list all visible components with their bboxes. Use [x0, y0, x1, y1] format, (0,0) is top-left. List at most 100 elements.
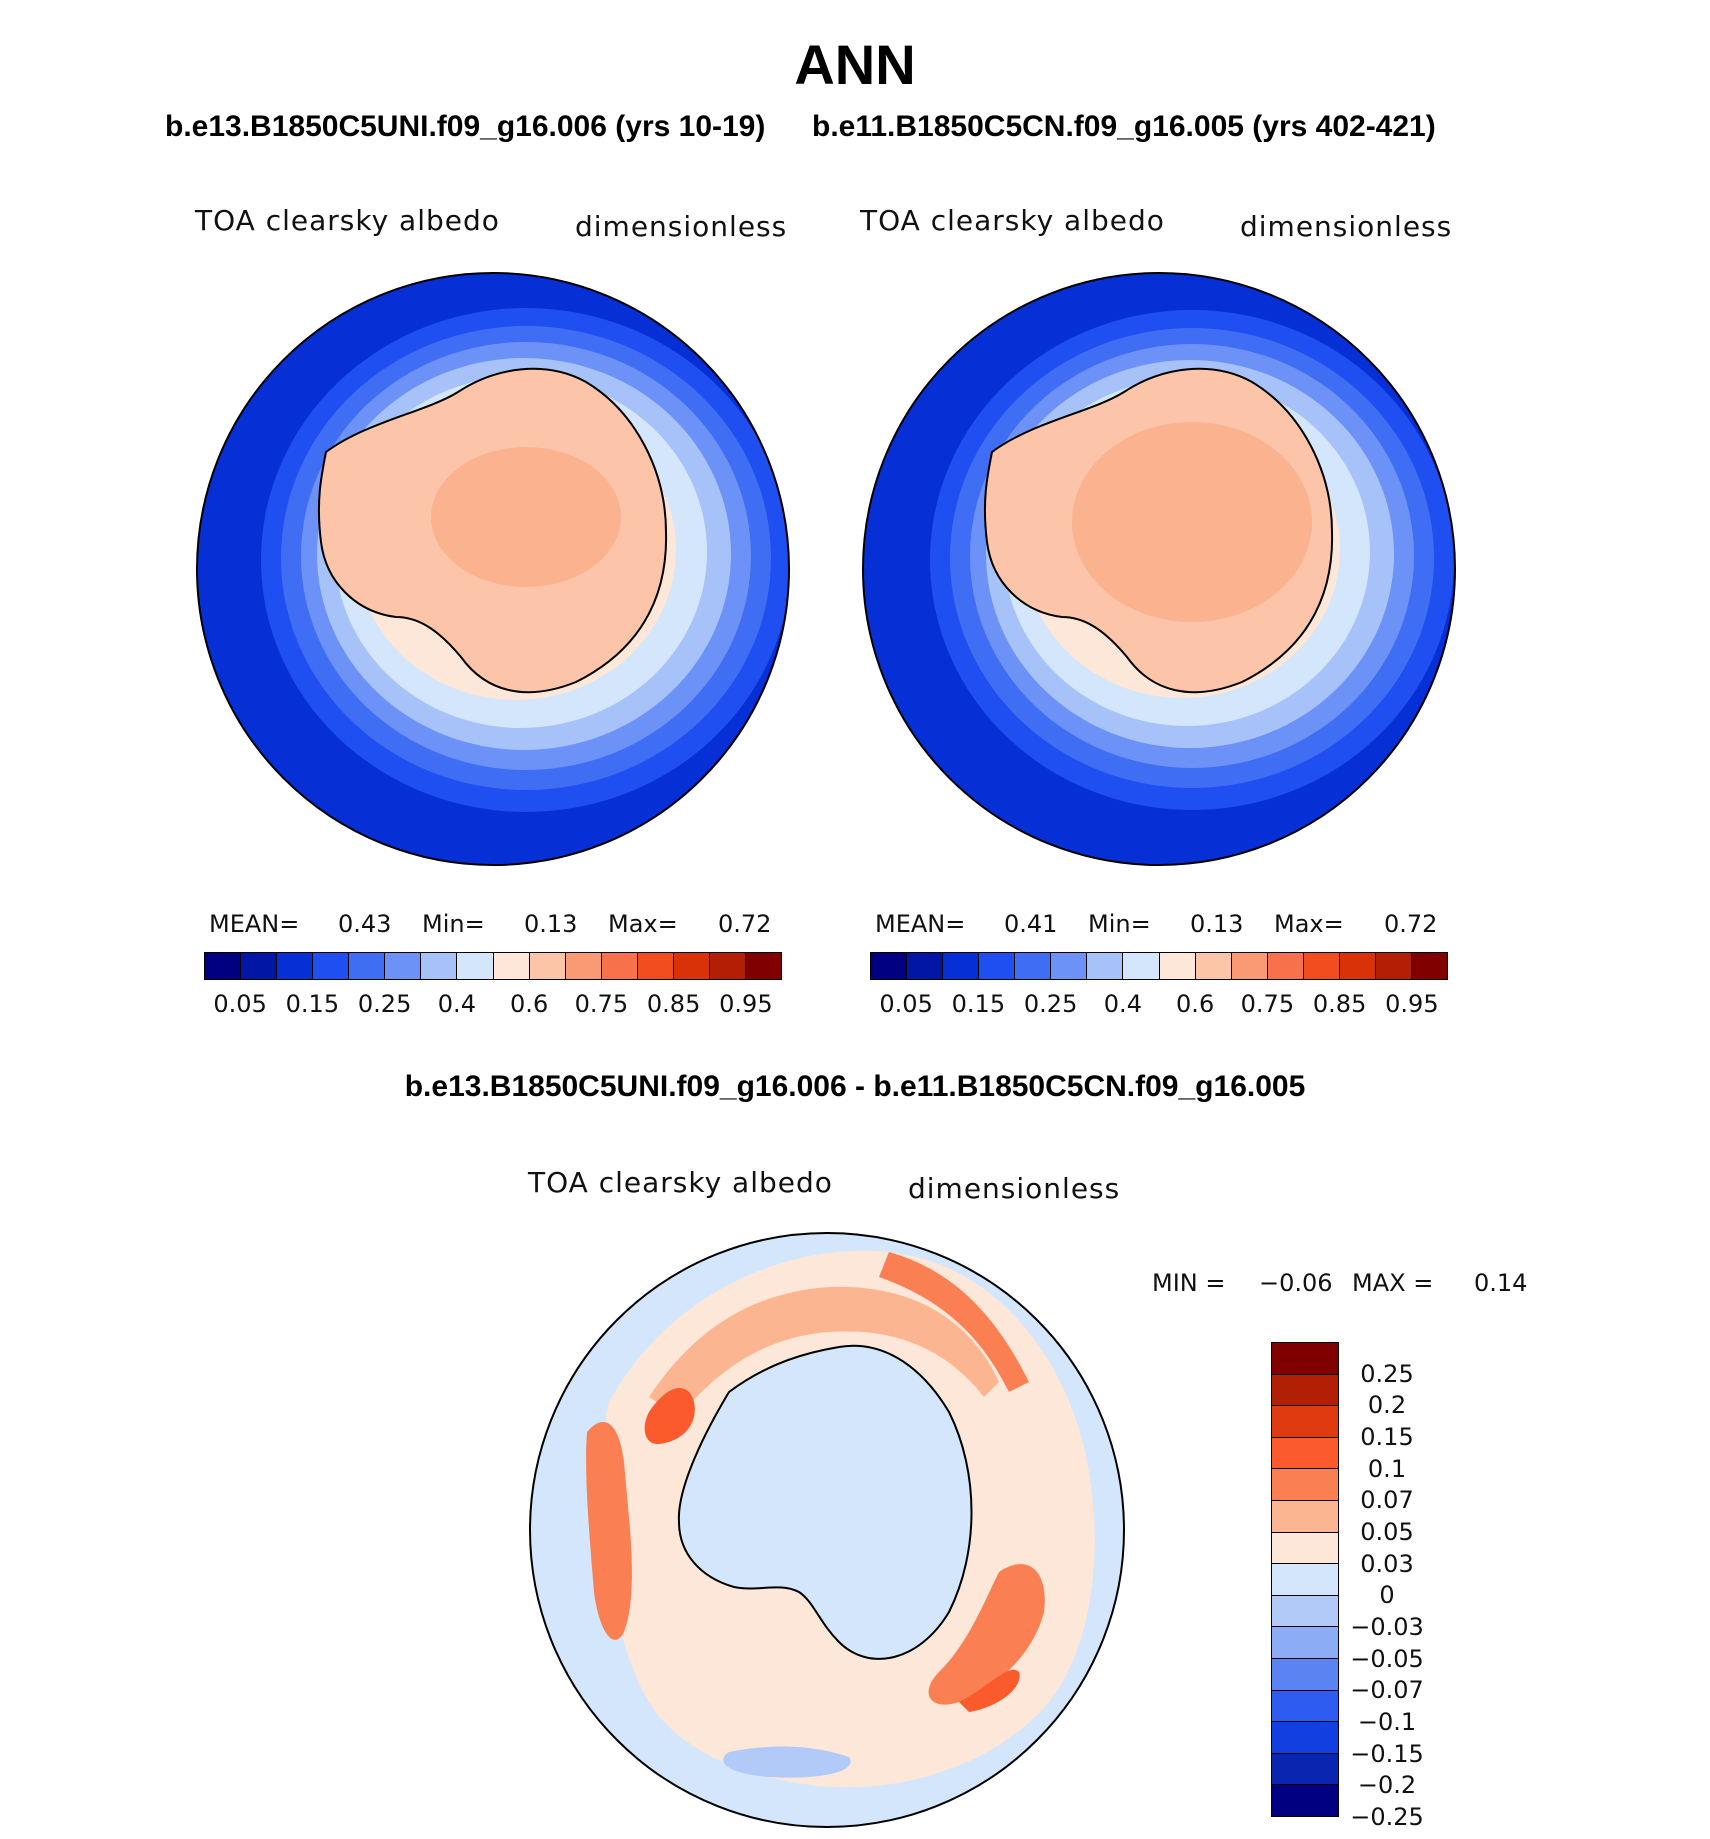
colorbar-tick-label: 0.85 — [646, 990, 701, 1018]
colorbar-swatch — [1339, 953, 1376, 979]
colorbar-swatch — [1087, 953, 1124, 979]
colorbar-tick-label: 0.07 — [1360, 1486, 1414, 1515]
colorbar-swatch — [673, 953, 710, 979]
colorbar-tick-label: 0.05 — [879, 990, 933, 1018]
colorbar-swatch — [1231, 953, 1268, 979]
colorbar-swatch — [277, 953, 314, 979]
colorbar-tick-label: 0.05 — [1360, 1518, 1414, 1546]
colorbar-tick-label: 0.25 — [1360, 1359, 1414, 1388]
colorbar-tick-label: 0 — [1379, 1581, 1395, 1610]
colorbar-swatch — [1267, 953, 1304, 979]
colorbar-tick-label: 0.05 — [213, 990, 267, 1018]
colorbar-swatch — [1272, 1785, 1338, 1816]
colorbar-swatch — [1272, 1627, 1338, 1659]
colorbar-swatch — [1272, 1532, 1338, 1565]
colorbar-tick-label: 0.75 — [1240, 990, 1295, 1018]
colorbar-swatch — [241, 953, 278, 979]
diff-max-value: 0.14 — [1474, 1269, 1528, 1297]
colorbar-tick-label: 0.6 — [510, 990, 549, 1018]
left-mean-label: MEAN= — [209, 910, 300, 938]
colorbar-swatch — [979, 953, 1016, 979]
colorbar-tick-label: 0.95 — [719, 990, 773, 1018]
colorbar-tick-label: −0.2 — [1357, 1771, 1417, 1800]
right-albedo-map — [862, 272, 1456, 866]
right-variable-label: TOA clearsky albedo — [860, 204, 1165, 237]
diff-min-label: MIN = — [1152, 1269, 1226, 1297]
colorbar-tick-label: 0.4 — [1103, 990, 1142, 1018]
colorbar-swatch — [943, 953, 980, 979]
left-min-value: 0.13 — [524, 910, 578, 938]
right-max-value: 0.72 — [1384, 910, 1438, 938]
colorbar-tick-label: 0.4 — [437, 990, 476, 1018]
colorbar-tick-label: −0.07 — [1350, 1676, 1424, 1705]
colorbar-tick-label: −0.25 — [1350, 1803, 1424, 1831]
colorbar-swatch — [1015, 953, 1052, 979]
colorbar-tick-label: −0.05 — [1350, 1644, 1424, 1673]
left-max-label: Max= — [608, 910, 678, 938]
difference-colorbar — [1271, 1342, 1339, 1817]
colorbar-swatch — [1272, 1690, 1338, 1723]
colorbar-swatch — [1123, 953, 1160, 979]
colorbar-swatch — [1272, 1500, 1338, 1533]
colorbar-tick-label: 0.15 — [285, 990, 340, 1018]
colorbar-swatch — [1272, 1564, 1338, 1596]
left-max-value: 0.72 — [718, 910, 772, 938]
right-colorbar — [870, 952, 1448, 980]
right-min-label: Min= — [1088, 910, 1151, 938]
colorbar-tick-label: 0.03 — [1360, 1549, 1414, 1578]
diff-variable-label: TOA clearsky albedo — [528, 1166, 833, 1199]
colorbar-swatch — [457, 953, 494, 979]
colorbar-swatch — [1272, 1658, 1338, 1691]
colorbar-swatch — [1272, 1595, 1338, 1628]
colorbar-tick-label: 0.15 — [951, 990, 1006, 1018]
difference-title: b.e13.B1850C5UNI.f09_g16.006 - b.e11.B18… — [404, 1070, 1306, 1103]
colorbar-swatch — [871, 953, 908, 979]
right-mean-label: MEAN= — [875, 910, 966, 938]
colorbar-tick-label: −0.03 — [1350, 1613, 1424, 1641]
colorbar-tick-label: 0.2 — [1367, 1391, 1407, 1420]
left-case-title: b.e13.B1850C5UNI.f09_g16.006 (yrs 10-19) — [165, 110, 766, 143]
colorbar-swatch — [1051, 953, 1088, 979]
colorbar-swatch — [493, 953, 530, 979]
colorbar-tick-label: 0.15 — [1360, 1423, 1414, 1451]
colorbar-swatch — [385, 953, 422, 979]
right-units-label: dimensionless — [1240, 210, 1453, 243]
colorbar-tick-label: −0.1 — [1357, 1708, 1417, 1736]
difference-map — [529, 1232, 1125, 1828]
right-case-title: b.e11.B1850C5CN.f09_g16.005 (yrs 402-421… — [812, 110, 1436, 143]
colorbar-swatch — [1303, 953, 1340, 979]
colorbar-swatch — [313, 953, 350, 979]
colorbar-swatch — [907, 953, 944, 979]
colorbar-swatch — [1272, 1469, 1338, 1501]
left-units-label: dimensionless — [575, 210, 788, 243]
colorbar-swatch — [1375, 953, 1412, 979]
colorbar-swatch — [1272, 1437, 1338, 1470]
colorbar-swatch — [1272, 1374, 1338, 1407]
colorbar-swatch — [349, 953, 386, 979]
colorbar-swatch — [565, 953, 602, 979]
colorbar-swatch — [1272, 1722, 1338, 1754]
colorbar-swatch — [1159, 953, 1196, 979]
colorbar-tick-label: 0.95 — [1385, 990, 1439, 1018]
colorbar-swatch — [421, 953, 458, 979]
colorbar-swatch — [745, 953, 781, 979]
right-max-label: Max= — [1274, 910, 1344, 938]
colorbar-swatch — [1272, 1343, 1338, 1375]
colorbar-swatch — [637, 953, 674, 979]
figure-title: ANN — [794, 33, 916, 96]
colorbar-tick-label: −0.15 — [1350, 1739, 1424, 1768]
colorbar-swatch — [205, 953, 242, 979]
colorbar-tick-label: 0.1 — [1367, 1454, 1407, 1483]
colorbar-tick-label: 0.75 — [574, 990, 629, 1018]
right-min-value: 0.13 — [1190, 910, 1244, 938]
colorbar-swatch — [1411, 953, 1447, 979]
colorbar-swatch — [1272, 1753, 1338, 1786]
colorbar-swatch — [529, 953, 566, 979]
colorbar-tick-label: 0.85 — [1312, 990, 1367, 1018]
colorbar-tick-label: 0.25 — [357, 990, 412, 1018]
diff-max-label: MAX = — [1352, 1269, 1434, 1297]
left-colorbar — [204, 952, 782, 980]
left-variable-label: TOA clearsky albedo — [195, 204, 500, 237]
diff-units-label: dimensionless — [908, 1172, 1121, 1205]
left-mean-value: 0.43 — [338, 910, 392, 938]
